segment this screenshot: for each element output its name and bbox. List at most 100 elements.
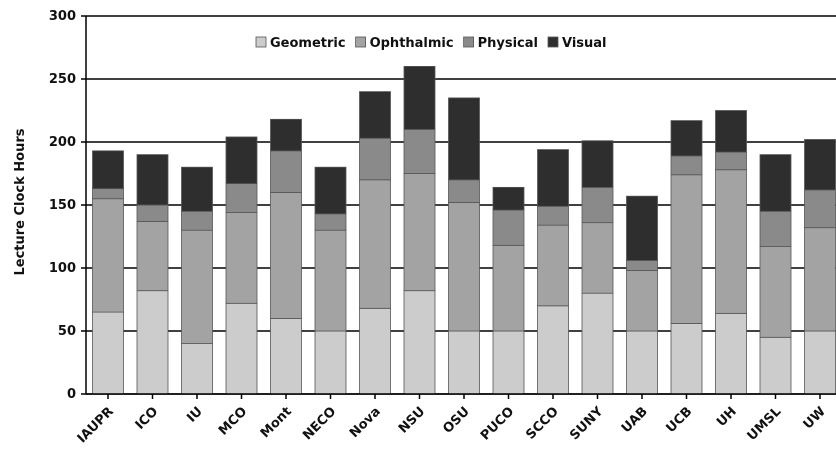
bar-segment-geometric	[759, 336, 792, 395]
bar-segment-ophthalmic	[537, 224, 569, 307]
bar-segment-physical	[448, 179, 480, 203]
bar-segment-ophthalmic	[759, 246, 792, 338]
bar-segment-ophthalmic	[225, 212, 258, 304]
bar-segment-ophthalmic	[670, 174, 703, 324]
bar-segment-ophthalmic	[181, 229, 213, 344]
y-tick-label: 0	[67, 387, 76, 402]
bar-segment-geometric	[181, 343, 213, 395]
x-tick-label: MCO	[216, 404, 250, 438]
bar-segment-geometric	[403, 290, 436, 395]
legend-label-physical: Physical	[478, 36, 538, 51]
bar-segment-visual	[715, 110, 747, 153]
bar-segment-visual	[225, 136, 258, 184]
bar-segment-physical	[403, 128, 436, 174]
bar-segment-geometric	[270, 317, 302, 395]
bar-segment-geometric	[92, 311, 124, 395]
bar-segment-physical	[537, 205, 569, 226]
y-tick-label: 300	[49, 9, 76, 24]
x-tick-label: Nova	[347, 404, 384, 441]
x-tick-label: NSU	[396, 404, 428, 436]
bar-segment-geometric	[492, 330, 525, 395]
bar-segment-physical	[314, 213, 347, 231]
bar-segment-physical	[181, 210, 213, 231]
bar-segment-physical	[92, 188, 124, 200]
bar-segment-visual	[270, 118, 302, 152]
bar-segment-visual	[759, 154, 792, 212]
bar-segment-visual	[804, 139, 836, 191]
bar-segment-visual	[581, 140, 614, 188]
legend-background	[248, 32, 668, 54]
bar-segment-ophthalmic	[804, 227, 836, 332]
bar-segment-geometric	[670, 323, 703, 395]
legend-swatch-visual	[547, 36, 559, 48]
x-tick-label: SCCO	[523, 404, 562, 443]
bar-segment-geometric	[448, 330, 480, 395]
bar-segment-ophthalmic	[92, 198, 124, 313]
x-tick-label: UCB	[663, 404, 695, 436]
legend-label-visual: Visual	[562, 36, 607, 51]
x-tick-label: UW	[801, 404, 829, 432]
legend-swatch-physical	[463, 36, 475, 48]
bar-segment-visual	[359, 91, 391, 139]
bar-segment-ophthalmic	[403, 173, 436, 292]
bar-segment-ophthalmic	[581, 222, 614, 294]
bar-segment-physical	[715, 151, 747, 171]
bar-segment-physical	[626, 260, 658, 271]
bar-segment-ophthalmic	[448, 202, 480, 332]
y-axis-label: Lecture Clock Hours	[13, 128, 28, 275]
bar-segment-ophthalmic	[314, 229, 347, 332]
y-tick-label: 250	[49, 72, 76, 87]
bar-segment-geometric	[136, 290, 169, 395]
bars	[92, 66, 836, 395]
bar-segment-geometric	[581, 292, 614, 395]
bar-segment-visual	[537, 149, 569, 207]
legend-swatch-geometric	[255, 36, 267, 48]
x-tick-label: NECO	[300, 404, 339, 443]
bar-segment-physical	[136, 204, 169, 222]
x-tick-label: OSU	[440, 404, 473, 437]
y-tick-label: 50	[58, 324, 76, 339]
legend-label-ophthalmic: Ophthalmic	[370, 36, 454, 51]
bar-segment-geometric	[537, 305, 569, 395]
y-tick-label: 200	[49, 135, 76, 150]
bar-segment-ophthalmic	[715, 169, 747, 314]
bar-segment-ophthalmic	[359, 179, 391, 309]
bar-segment-geometric	[715, 312, 747, 395]
x-tick-label: IU	[184, 404, 206, 426]
bar-segment-visual	[136, 154, 169, 206]
bar-segment-ophthalmic	[492, 244, 525, 332]
bar-segment-geometric	[626, 330, 658, 395]
bar-segment-physical	[225, 183, 258, 213]
x-tick-label: PUCO	[478, 404, 517, 443]
x-tick-label: UH	[714, 404, 740, 430]
bar-segment-visual	[670, 120, 703, 157]
bar-segment-geometric	[359, 307, 391, 395]
bar-segment-physical	[759, 210, 792, 247]
bar-segment-geometric	[314, 330, 347, 395]
bar-segment-visual	[403, 66, 436, 130]
bar-segment-visual	[448, 97, 480, 181]
bar-segment-physical	[581, 186, 614, 224]
x-tick-label: SUNY	[567, 404, 606, 443]
bar-segment-visual	[181, 166, 213, 212]
bar-segment-ophthalmic	[626, 270, 658, 332]
x-tick-label: ICO	[133, 404, 162, 433]
x-tick-label: UMSL	[745, 404, 785, 444]
legend-swatch-ophthalmic	[355, 36, 366, 48]
bar-segment-physical	[359, 137, 391, 181]
bar-segment-ophthalmic	[270, 191, 302, 319]
bar-segment-physical	[804, 189, 836, 229]
x-tick-label: UAB	[619, 404, 651, 436]
bar-segment-visual	[626, 195, 658, 261]
bar-segment-physical	[670, 155, 703, 176]
y-tick-label: 100	[49, 261, 76, 276]
y-tick-label: 150	[49, 198, 76, 213]
legend-label-geometric: Geometric	[270, 36, 346, 51]
bar-segment-geometric	[225, 302, 258, 395]
bar-segment-geometric	[804, 330, 836, 395]
bar-segment-visual	[92, 150, 124, 190]
bar-segment-physical	[270, 150, 302, 193]
x-tick-label: IAUPR	[75, 404, 117, 446]
x-tick-label: Mont	[258, 404, 295, 441]
